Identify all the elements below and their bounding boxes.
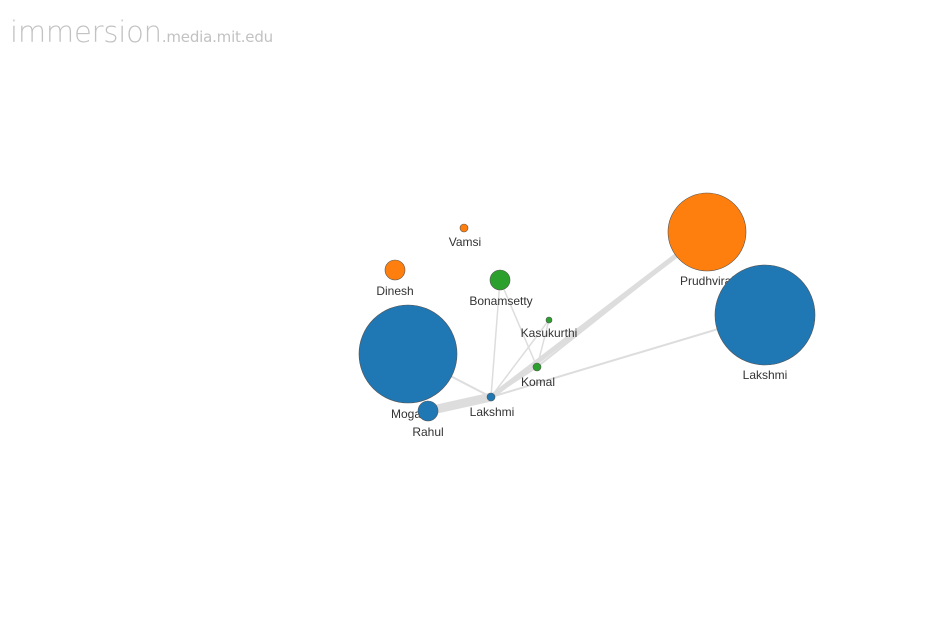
edge-lakshmi-center-komal (490, 366, 538, 398)
edge-lakshmi-center-rahul (423, 392, 496, 416)
node-rahul[interactable]: Rahul (412, 400, 444, 439)
node-circle-moga[interactable] (358, 304, 458, 404)
node-label-prudhviraj: Prudhviraj (680, 274, 734, 288)
node-circle-lakshmi-large[interactable] (714, 264, 816, 366)
node-circle-rahul[interactable] (417, 400, 439, 422)
node-lakshmi-large[interactable]: Lakshmi (714, 264, 816, 382)
node-kasukurthi[interactable]: Kasukurthi (521, 316, 578, 340)
node-circle-kasukurthi[interactable] (545, 316, 553, 324)
node-label-bonamsetty: Bonamsetty (469, 294, 532, 308)
node-komal[interactable]: Komal (521, 362, 555, 389)
edge-lakshmi-center-kasukurthi (490, 319, 550, 398)
node-circle-bonamsetty[interactable] (489, 269, 511, 291)
brand-logo[interactable]: immersion.media.mit.edu (10, 18, 273, 47)
node-vamsi[interactable]: Vamsi (449, 223, 481, 249)
edge-lakshmi-center-bonamsetty (490, 279, 501, 398)
brand-domain-text: .media.mit.edu (161, 28, 273, 46)
node-label-komal: Komal (521, 375, 555, 389)
node-circle-prudhviraj[interactable] (667, 192, 747, 272)
node-moga[interactable]: Moga (358, 304, 458, 421)
node-circle-komal[interactable] (532, 362, 542, 372)
node-dinesh[interactable]: Dinesh (376, 259, 414, 298)
node-circle-lakshmi-center[interactable] (486, 392, 496, 402)
node-bonamsetty[interactable]: Bonamsetty (469, 269, 533, 308)
node-circle-vamsi[interactable] (459, 223, 469, 233)
node-label-moga: Moga (391, 407, 421, 421)
node-label-kasukurthi: Kasukurthi (521, 326, 578, 340)
node-prudhviraj[interactable]: Prudhviraj (667, 192, 747, 288)
node-lakshmi-center[interactable]: Lakshmi (470, 392, 515, 419)
node-label-dinesh: Dinesh (376, 284, 413, 298)
edge-komal-bonamsetty (499, 279, 538, 368)
brand-main-text: immersion (10, 15, 162, 49)
node-label-rahul: Rahul (412, 425, 443, 439)
node-label-lakshmi-large: Lakshmi (743, 368, 788, 382)
node-circle-dinesh[interactable] (384, 259, 406, 281)
edge-komal-kasukurthi (536, 319, 550, 368)
node-label-lakshmi-center: Lakshmi (470, 405, 515, 419)
node-layer: Vamsi Dinesh Bonamsetty Kasukurthi Komal Prud… (358, 192, 816, 439)
node-label-vamsi: Vamsi (449, 235, 481, 249)
